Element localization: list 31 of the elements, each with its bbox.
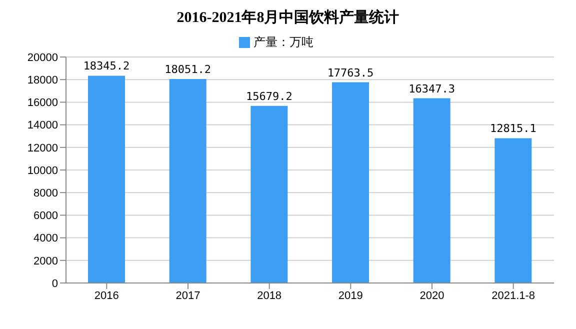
data-label: 17763.5	[327, 66, 374, 80]
x-tick-label: 2016	[94, 290, 119, 302]
bar	[88, 76, 125, 283]
data-label: 18051.2	[164, 63, 212, 76]
x-tick-label: 2018	[257, 290, 282, 302]
x-tick-label: 2021.1-8	[492, 290, 536, 302]
y-tick-label: 4000	[34, 232, 58, 245]
y-tick-label: 16000	[27, 97, 58, 110]
bar	[332, 82, 369, 283]
y-tick-label: 2000	[34, 255, 58, 268]
data-label: 15679.2	[246, 90, 292, 103]
y-tick-label: 20000	[27, 52, 58, 64]
y-tick-label: 0	[52, 278, 58, 290]
chart-title: 2016-2021年8月中国饮料产量统计	[176, 8, 400, 28]
y-tick-label: 12000	[27, 142, 58, 154]
y-tick-label: 18000	[27, 74, 58, 87]
bar	[494, 138, 532, 283]
x-tick-label: 2017	[176, 290, 200, 302]
bar	[250, 106, 288, 283]
legend-label: 产量：万吨	[254, 35, 314, 49]
x-tick-label: 2019	[338, 290, 363, 302]
bar	[169, 79, 206, 283]
y-tick-label: 10000	[27, 164, 58, 177]
y-tick-label: 14000	[27, 120, 58, 132]
bar	[413, 98, 450, 283]
data-label: 16347.3	[408, 82, 456, 96]
x-tick-label: 2020	[420, 290, 444, 302]
y-tick-label: 6000	[34, 210, 58, 222]
y-tick-label: 8000	[34, 188, 58, 200]
data-label: 12815.1	[490, 122, 536, 136]
data-label: 18345.2	[83, 60, 130, 73]
